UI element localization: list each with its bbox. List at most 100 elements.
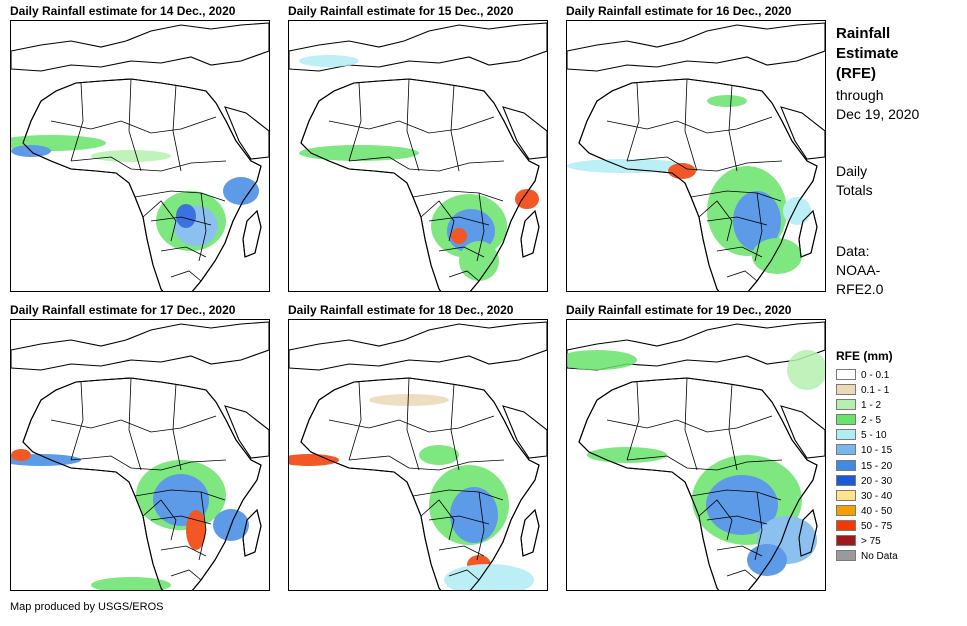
country-border xyxy=(50,116,217,134)
legend-label: 50 - 75 xyxy=(861,520,893,532)
rainfall-area xyxy=(419,445,459,465)
country-border xyxy=(716,246,763,258)
legend-swatch xyxy=(836,384,856,396)
coastline xyxy=(242,508,262,557)
country-border xyxy=(150,515,212,525)
country-border xyxy=(728,383,738,471)
rainfall-layer xyxy=(567,95,811,274)
product-title-line: Rainfall xyxy=(836,25,891,42)
africa-map-16dec xyxy=(567,22,825,291)
legend-item: > 75 xyxy=(836,534,893,549)
legend-item: 10 - 15 xyxy=(836,443,893,458)
country-borders xyxy=(578,377,818,590)
through-line: through xyxy=(836,87,884,103)
africa-map-14dec xyxy=(11,22,269,291)
rainfall-area xyxy=(176,204,196,228)
coastline xyxy=(520,209,540,258)
rainfall-area xyxy=(747,544,787,576)
country-border xyxy=(428,216,490,226)
country-border xyxy=(50,415,217,433)
legend-swatch xyxy=(836,369,856,380)
country-border xyxy=(170,270,202,282)
rainfall-area xyxy=(91,150,171,162)
legend-label: 30 - 40 xyxy=(861,490,893,502)
legend-item: 40 - 50 xyxy=(836,504,893,519)
legend-item: 0 - 0.1 xyxy=(836,368,893,383)
country-border xyxy=(726,569,758,581)
country-border xyxy=(172,84,182,172)
legend-swatch xyxy=(836,414,856,426)
through-date: through Dec 19, 2020 xyxy=(836,86,919,124)
rainfall-map xyxy=(566,20,826,292)
country-border xyxy=(684,377,698,471)
landmass-outline xyxy=(11,321,269,371)
panel-title: Daily Rainfall estimate for 18 Dec., 202… xyxy=(288,303,514,317)
coastline xyxy=(22,377,262,590)
totals-line: Totals xyxy=(836,182,873,198)
data-source: Data: NOAA- RFE2.0 xyxy=(836,242,883,299)
country-border xyxy=(134,489,226,501)
country-border xyxy=(728,84,738,172)
country-border xyxy=(198,192,207,262)
rainfall-map xyxy=(288,319,548,591)
coastline xyxy=(242,209,262,258)
rainfall-area xyxy=(289,454,339,466)
rainfall-layer xyxy=(11,449,249,590)
country-border xyxy=(684,78,698,172)
rainfall-area xyxy=(450,487,498,543)
legend-swatch xyxy=(836,535,856,547)
rainfall-area xyxy=(11,449,31,461)
landmass-outline xyxy=(224,405,269,459)
country-border xyxy=(476,192,485,262)
panel-title: Daily Rainfall estimate for 14 Dec., 202… xyxy=(10,4,236,18)
country-borders xyxy=(300,78,540,291)
rainfall-area xyxy=(91,577,171,590)
country-border xyxy=(142,499,177,541)
rainfall-area xyxy=(587,447,667,463)
country-border xyxy=(626,381,640,461)
legend-item: 5 - 10 xyxy=(836,428,893,443)
rainfall-area xyxy=(668,163,696,179)
landmass-outline xyxy=(502,405,547,459)
landmass-outline xyxy=(289,321,547,371)
country-border xyxy=(716,545,763,557)
rainfall-area xyxy=(299,145,419,161)
coastline xyxy=(300,377,540,590)
country-border xyxy=(438,545,485,557)
legend-item: 1 - 2 xyxy=(836,398,893,413)
rainfall-map xyxy=(288,20,548,292)
legend-item: 20 - 30 xyxy=(836,474,893,489)
rainfall-area xyxy=(299,55,359,67)
rainfall-area xyxy=(733,191,781,251)
country-border xyxy=(606,116,773,134)
country-border xyxy=(690,190,782,202)
country-border xyxy=(450,84,460,172)
country-border xyxy=(328,415,495,433)
rainfall-layer xyxy=(11,135,259,251)
country-border xyxy=(438,246,485,258)
country-border xyxy=(128,78,142,172)
country-border xyxy=(348,381,362,461)
country-borders xyxy=(578,78,818,291)
country-border xyxy=(70,381,84,461)
country-border xyxy=(328,116,495,134)
country-borders xyxy=(22,78,262,291)
country-border xyxy=(348,455,505,471)
legend-swatch xyxy=(836,550,856,562)
rainfall-area xyxy=(707,95,747,107)
country-border xyxy=(626,455,783,471)
country-border xyxy=(134,190,226,202)
rainfall-area xyxy=(752,238,802,274)
country-borders xyxy=(22,377,262,590)
legend-swatch xyxy=(836,489,856,501)
country-border xyxy=(170,569,202,581)
country-border xyxy=(70,455,227,471)
landmass-outline xyxy=(224,106,269,160)
legend-label: 2 - 5 xyxy=(861,415,882,427)
panel-title: Daily Rainfall estimate for 19 Dec., 202… xyxy=(566,303,792,317)
panel-title: Daily Rainfall estimate for 17 Dec., 202… xyxy=(10,303,236,317)
legend-swatch xyxy=(836,504,856,516)
rainfall-area xyxy=(783,197,811,225)
country-border xyxy=(606,415,773,433)
country-borders xyxy=(300,377,540,590)
